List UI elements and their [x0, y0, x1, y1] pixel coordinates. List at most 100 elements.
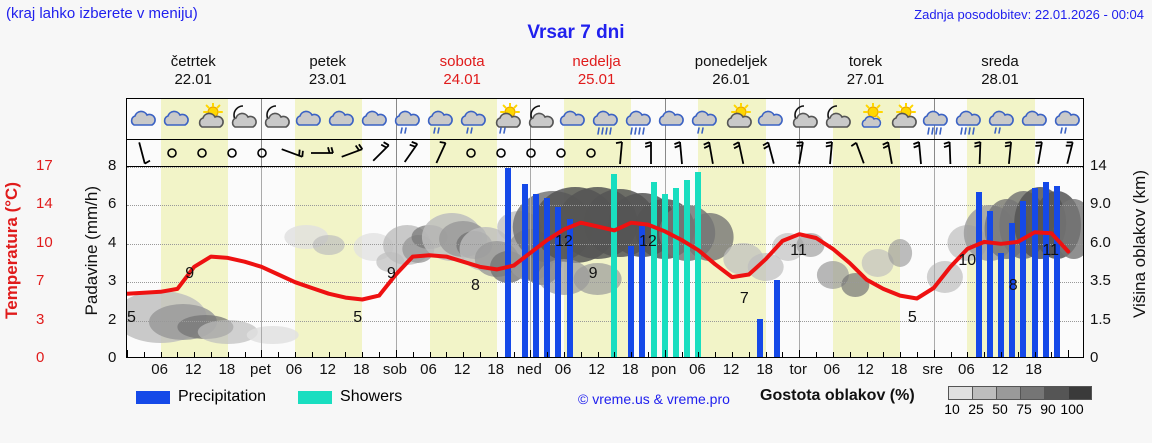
x-tick-24: 06 [958, 361, 975, 378]
cloud-height-tick-3: 3.5 [1090, 272, 1111, 290]
precipitation-bar [521, 184, 528, 357]
gridline-h-3 [127, 243, 1083, 245]
wind-barb-icon [882, 141, 894, 164]
x-tickmark [984, 352, 986, 357]
gridline-v-day-6 [933, 167, 935, 357]
x-tickmark [395, 350, 397, 357]
cloudy-icon [293, 103, 325, 137]
precipitation-bar [639, 226, 646, 357]
credit-link[interactable]: © vreme.us & vreme.pro [578, 391, 730, 407]
x-tickmark [463, 352, 465, 357]
x-tickmark [933, 350, 935, 357]
cloud-density-scale-labels: 10 25 50 75 90 100 [940, 401, 1084, 417]
precipitation-bar [504, 167, 511, 357]
temperature-tick-5: 0 [36, 349, 45, 366]
x-tickmark [143, 352, 145, 357]
x-tickmark [816, 352, 818, 357]
calm-wind-icon [167, 148, 177, 158]
gridline-v-day-1 [261, 167, 263, 357]
calm-wind-icon [496, 148, 507, 158]
x-tickmark [1051, 352, 1053, 357]
x-tick-2: 18 [218, 361, 236, 378]
x-tick-14: 18 [621, 361, 639, 378]
wind-barb-icon [373, 141, 390, 162]
x-tickmark [967, 352, 969, 357]
temperature-point-label: 7 [739, 290, 749, 308]
forecast-plot: 9 5 9 8 12 9 12 7 11 5 10 8 11 5 [126, 166, 1084, 358]
x-tick-1: 12 [184, 361, 202, 378]
x-tick-8: 06 [420, 361, 437, 378]
x-tickmark [496, 352, 498, 357]
last-update-label: Zadnja posodobitev: 22.01.2026 - 00:04 [914, 7, 1144, 22]
x-tickmark [479, 352, 481, 357]
rain-icon [920, 103, 952, 137]
rain-icon [590, 103, 622, 137]
wind-barb-icon [1004, 141, 1013, 164]
precipitation-bar [1009, 222, 1016, 357]
day-separator-2 [395, 140, 397, 167]
wind-barb-icon [1035, 141, 1043, 164]
cloud-density-swatch-1 [972, 386, 996, 400]
wind-barb-icon [762, 141, 775, 164]
temperature-axis-title: Temperatura (°C) [2, 182, 21, 319]
x-tick-23: sre [922, 361, 944, 378]
x-tickmark [849, 352, 851, 357]
x-tickmark [530, 350, 532, 357]
x-tickmark [127, 350, 128, 357]
x-tickmark [1017, 352, 1019, 357]
location-menu-note: (kraj lahko izberete v meniju) [6, 5, 198, 22]
cloudy-icon [161, 103, 193, 137]
x-tick-17: 12 [722, 361, 740, 378]
gridline-h-4 [127, 205, 1083, 207]
precipitation-bar [997, 253, 1004, 357]
day-separator-1 [261, 140, 263, 167]
wind-barb-icon [404, 141, 419, 163]
day-separator-6 [933, 140, 935, 167]
cloud-density-step-0: 10 [944, 401, 960, 417]
x-tick-12: 06 [554, 361, 572, 378]
temperature-point-label: 10 [958, 251, 977, 269]
day-date: 26.01 [712, 71, 750, 88]
precipitation-tick-2: 4 [108, 233, 117, 251]
x-tickmark [379, 352, 381, 357]
x-tickmark [1068, 350, 1070, 357]
x-tickmark [866, 352, 868, 357]
day-separator-3 [530, 140, 532, 167]
cloud-density-swatch-3 [1020, 386, 1044, 400]
cloudy-icon [128, 103, 160, 137]
day-date: 25.01 [577, 71, 616, 88]
x-tickmark [278, 352, 280, 357]
sun-cloud-icon [722, 103, 754, 137]
wind-barb-icon [644, 141, 652, 164]
wind-barb-icon [795, 141, 804, 164]
cloud-density-step-2: 50 [992, 401, 1008, 417]
temperature-point-label: 12 [639, 232, 657, 250]
day-header-5: ponedeljek 26.01 [664, 53, 798, 89]
sun-cloud-icon [887, 103, 919, 137]
precipitation-bar [532, 193, 539, 357]
x-tickmark [345, 352, 347, 357]
temperature-point-label: 9 [588, 264, 598, 282]
gridline-v-day-5 [799, 167, 801, 357]
day-name: torek [848, 53, 883, 70]
precipitation-bar [555, 207, 562, 357]
x-tick-18: 18 [756, 361, 773, 378]
day-header-3: sobota 24.01 [395, 53, 529, 89]
cloud-height-tick-1: 9.0 [1090, 195, 1111, 213]
temperature-point-label: 5 [907, 309, 917, 327]
wind-barb-icon [615, 141, 623, 165]
gridline-h-2 [127, 282, 1083, 284]
precipitation-bar [566, 218, 573, 357]
wind-barb-icon [943, 141, 952, 165]
precipitation-tick-3: 3 [108, 272, 117, 290]
day-name: četrtek [170, 53, 216, 70]
precipitation-tick-0: 8 [108, 157, 117, 174]
x-tick-22: 18 [890, 361, 908, 378]
temperature-tick-3: 7 [36, 272, 45, 290]
moon-cloud-icon [524, 103, 556, 137]
day-separator-4 [664, 140, 666, 167]
wind-barb-icon [281, 148, 304, 158]
wind-barb-icon [851, 141, 866, 164]
showers-bar [695, 171, 702, 357]
temperature-tick-2: 10 [36, 233, 53, 251]
